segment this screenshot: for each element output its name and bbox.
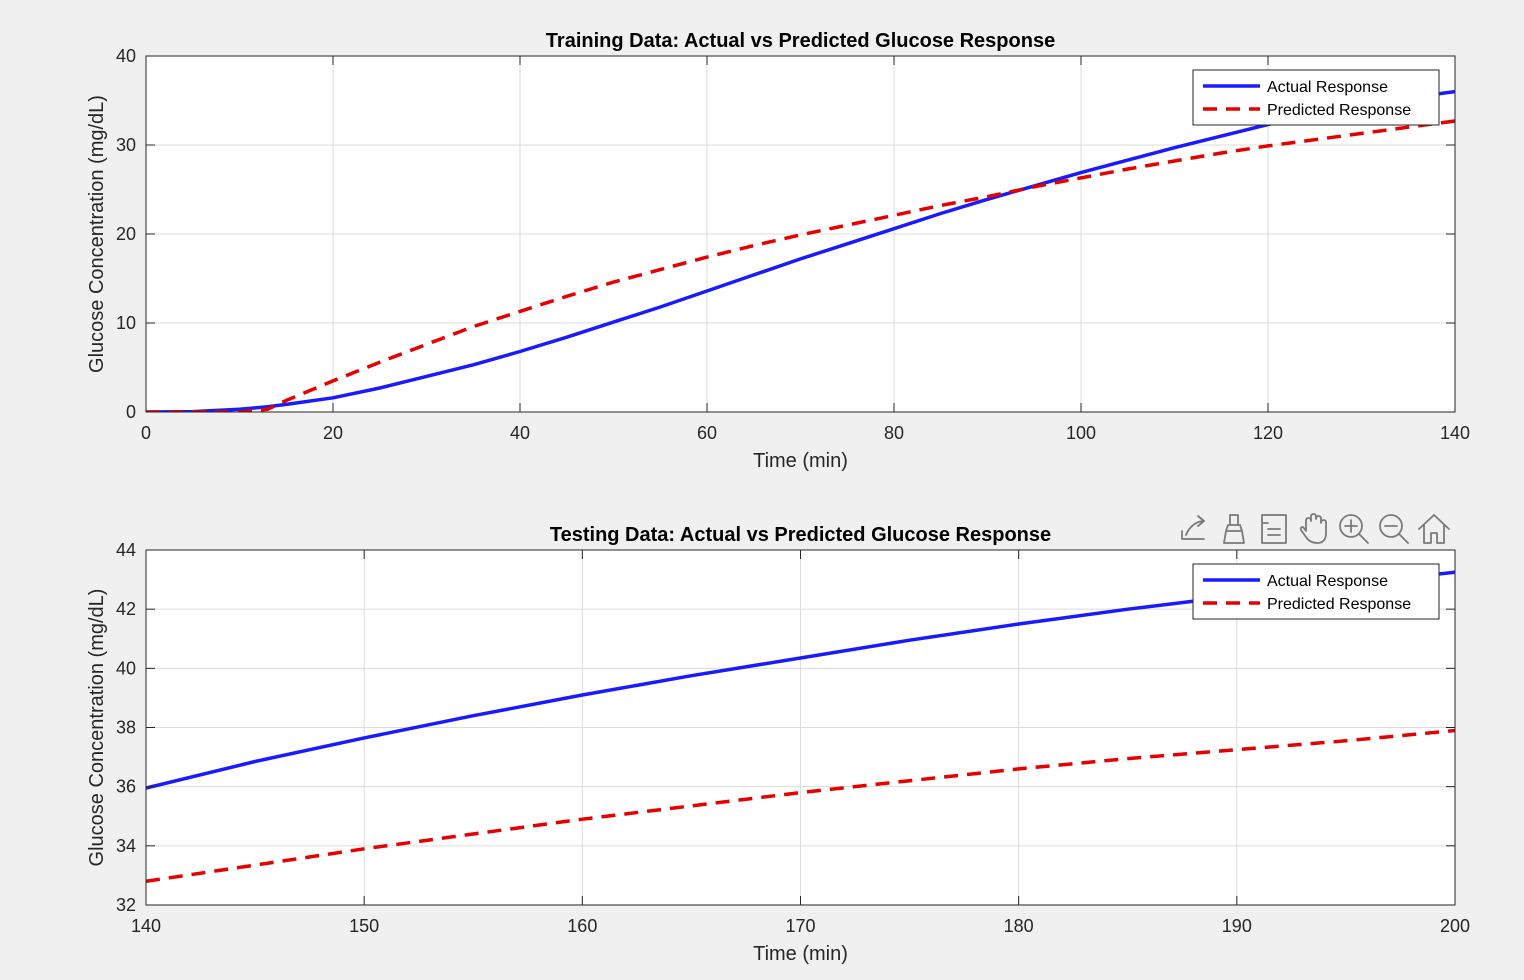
y-tick-label: 30 (116, 135, 136, 155)
y-tick-label: 40 (116, 658, 136, 678)
x-tick-label: 190 (1222, 916, 1252, 936)
pan-hand-icon[interactable] (1296, 511, 1332, 547)
chart-1: 0 20 40 60 80 100 120 140 0 10 20 30 40 Training Data… (86, 30, 1470, 472)
y-tick-label: 32 (116, 895, 136, 915)
y-axis-label: Glucose Concentration (mg/dL) (86, 589, 108, 867)
zoom-in-icon-shape (1339, 514, 1363, 538)
x-tick-label: 0 (141, 423, 151, 443)
legend: Actual Response Predicted Response (1192, 69, 1440, 126)
axes-toolbar (1176, 511, 1452, 547)
y-tick-label: 0 (126, 402, 136, 422)
x-tick-label: 170 (785, 916, 815, 936)
legend-box (1192, 563, 1440, 620)
legend-label: Actual Response (1267, 79, 1388, 96)
x-tick-label: 40 (510, 423, 530, 443)
legend: Actual Response Predicted Response (1192, 563, 1440, 620)
export-icon-shape (1181, 515, 1205, 540)
legend-label: Actual Response (1267, 573, 1388, 590)
y-tick-label: 34 (116, 836, 136, 856)
export-icon-hitbox[interactable] (1176, 511, 1212, 547)
chart-2: 140 150 160 170 180 190 200 32 34 36 38 40 42 44 Testi… (86, 524, 1470, 965)
zoom-out-icon[interactable] (1376, 511, 1412, 547)
y-tick-label: 44 (116, 540, 136, 560)
brush-icon-hitbox[interactable] (1216, 511, 1252, 547)
y-tick-label: 40 (116, 46, 136, 66)
x-tick-label: 150 (349, 916, 379, 936)
x-tick-label: 120 (1253, 423, 1283, 443)
zoom-in-icon-shape (1344, 519, 1369, 544)
x-tick-label: 200 (1440, 916, 1470, 936)
y-tick-label: 38 (116, 718, 136, 738)
brush-icon[interactable] (1216, 511, 1252, 547)
chart-title: Training Data: Actual vs Predicted Gluco… (546, 30, 1055, 52)
y-tick-label: 20 (116, 224, 136, 244)
export-icon[interactable] (1176, 511, 1212, 547)
series-line-actual-response (146, 89, 1455, 412)
x-tick-label: 20 (323, 423, 343, 443)
x-tick-label: 80 (884, 423, 904, 443)
chart-title: Testing Data: Actual vs Predicted Glucos… (550, 524, 1051, 546)
x-tick-label: 60 (697, 423, 717, 443)
y-axis-label: Glucose Concentration (mg/dL) (86, 95, 108, 373)
legend-label: Predicted Response (1267, 596, 1411, 613)
y-tick-label: 42 (116, 599, 136, 619)
series-line-predicted-response (146, 119, 1455, 412)
legend-label: Predicted Response (1267, 102, 1411, 119)
x-tick-label: 140 (1440, 423, 1470, 443)
x-tick-label: 140 (131, 916, 161, 936)
home-icon-hitbox[interactable] (1416, 511, 1452, 547)
y-tick-label: 10 (116, 313, 136, 333)
x-tick-label: 180 (1004, 916, 1034, 936)
zoom-in-icon[interactable] (1336, 511, 1372, 547)
zoom-out-icon-shape (1379, 514, 1403, 538)
zoom-out-icon-shape (1384, 525, 1409, 544)
x-tick-label: 160 (567, 916, 597, 936)
brush-icon-shape (1223, 514, 1245, 544)
x-axis-label: Time (min) (753, 943, 848, 965)
pan-hand-icon-shape (1299, 513, 1327, 544)
series-line-predicted-response (146, 728, 1455, 884)
data-tips-icon-shape (1261, 514, 1287, 544)
x-axis-label: Time (min) (753, 450, 848, 472)
legend-box (1192, 69, 1440, 126)
x-tick-label: 100 (1066, 423, 1096, 443)
home-icon-shape (1418, 514, 1450, 544)
data-tips-icon[interactable] (1256, 511, 1292, 547)
y-tick-label: 36 (116, 777, 136, 797)
home-icon[interactable] (1416, 511, 1452, 547)
